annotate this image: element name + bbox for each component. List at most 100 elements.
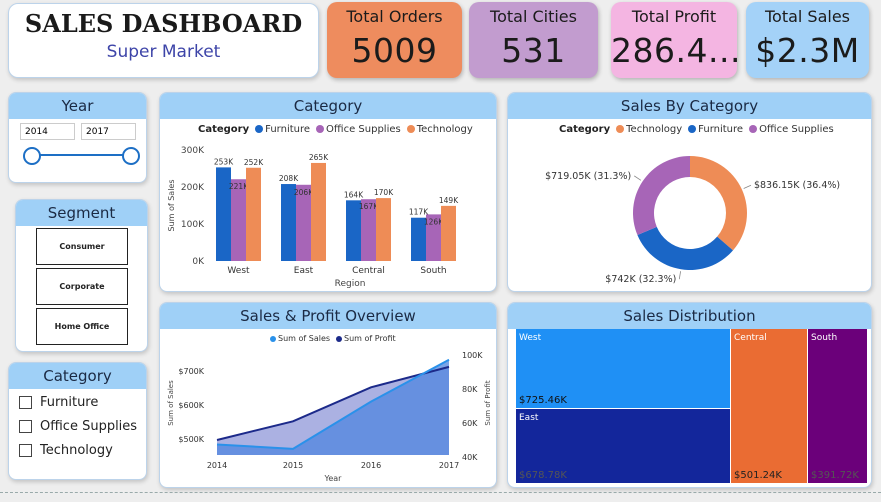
- sales-treemap: West $725.46K East $678.78K Central $501…: [516, 329, 871, 483]
- data-label: 221K: [229, 182, 249, 191]
- segment-slicer-header: Segment: [16, 200, 147, 226]
- x-tick-label: Central: [352, 266, 385, 276]
- kpi-label: Total Orders: [346, 7, 443, 26]
- kpi-value: $2.3M: [755, 31, 860, 70]
- legend-item-office-supplies: Office Supplies: [316, 124, 401, 135]
- legend-item-furniture: Furniture: [255, 124, 310, 135]
- bar-office-supplies-west: [231, 179, 246, 261]
- bar-office-supplies-central: [361, 199, 376, 261]
- bar-technology-west: [246, 167, 261, 261]
- slice-label: $719.05K (31.3%): [545, 171, 631, 182]
- y-left-tick-label: $700K: [178, 367, 204, 376]
- overview-legend: Sum of Sales Sum of Profit: [270, 334, 396, 343]
- data-label: 164K: [344, 190, 364, 199]
- category-option-office-supplies[interactable]: Office Supplies: [19, 419, 137, 434]
- legend-item-technology: Technology: [406, 124, 473, 135]
- year-slider-track[interactable]: [31, 154, 131, 156]
- data-label: 149K: [439, 196, 459, 205]
- data-label: 117K: [409, 208, 429, 217]
- tile-name: West: [519, 333, 542, 343]
- category-chart-legend: Category Furniture Office Supplies Techn…: [198, 124, 473, 135]
- checkbox[interactable]: [19, 444, 32, 457]
- legend-item-sales: Sum of Sales: [270, 334, 330, 343]
- data-label: 265K: [309, 153, 329, 162]
- tile-value: $678.78K: [519, 470, 567, 481]
- y-left-tick-label: $500K: [178, 435, 204, 444]
- sales-by-category-legend: Category Technology Furniture Office Sup…: [559, 124, 834, 135]
- category-chart-header: Category: [160, 93, 496, 119]
- y-right-tick-label: 40K: [462, 453, 478, 462]
- kpi-total-orders: Total Orders 5009: [327, 2, 462, 78]
- slice-label: $836.15K (36.4%): [754, 180, 840, 191]
- title-card: SALES DASHBOARD Super Market: [8, 3, 319, 78]
- category-option-label: Furniture: [40, 395, 99, 410]
- overview-area-chart: 2014 2015 2016 2017 Year $500K $600K $700K 40K 60…: [167, 351, 492, 483]
- donut-slice-technology: [690, 156, 747, 251]
- overview-card: Sales & Profit Overview Sum of Sales Sum…: [159, 302, 497, 488]
- y-tick-label: 100K: [181, 220, 205, 230]
- segment-option-consumer[interactable]: Consumer: [36, 228, 128, 265]
- tile-value: $501.24K: [734, 470, 782, 481]
- segment-option-home-office[interactable]: Home Office: [36, 308, 128, 345]
- y-tick-label: 0K: [192, 257, 205, 267]
- treemap-tile-south[interactable]: South $391.72K: [808, 329, 867, 483]
- sales-by-category-header: Sales By Category: [508, 93, 871, 119]
- data-label: 167K: [359, 202, 379, 211]
- y-tick-label: 200K: [181, 183, 205, 193]
- profit-line: [216, 365, 450, 441]
- x-tick-label: 2016: [361, 461, 381, 470]
- year-to-input[interactable]: 2017: [81, 123, 136, 140]
- x-axis-label: Year: [324, 474, 343, 483]
- treemap-tile-central[interactable]: Central $501.24K: [731, 329, 807, 483]
- bar-technology-south: [441, 205, 456, 261]
- tile-value: $725.46K: [519, 395, 567, 406]
- treemap-tile-east[interactable]: East $678.78K: [516, 409, 730, 483]
- checkbox[interactable]: [19, 396, 32, 409]
- category-option-technology[interactable]: Technology: [19, 443, 113, 458]
- tile-name: South: [811, 333, 838, 343]
- kpi-value: 5009: [351, 31, 438, 70]
- kpi-value: 531: [501, 31, 566, 70]
- category-option-label: Office Supplies: [40, 419, 138, 434]
- bar-technology-east: [311, 162, 326, 261]
- kpi-value: 286.4...: [611, 31, 741, 70]
- data-label: 252K: [244, 158, 264, 167]
- x-tick-label: 2015: [283, 461, 303, 470]
- category-option-label: Technology: [40, 443, 113, 458]
- segment-option-corporate[interactable]: Corporate: [36, 268, 128, 305]
- distribution-card: Sales Distribution West $725.46K East $6…: [507, 302, 872, 488]
- checkbox[interactable]: [19, 420, 32, 433]
- year-slicer: Year 2014 2017: [8, 92, 147, 183]
- slice-label: $742K (32.3%): [605, 274, 676, 285]
- y-right-tick-label: 100K: [462, 351, 483, 360]
- category-option-furniture[interactable]: Furniture: [19, 395, 98, 410]
- overview-header: Sales & Profit Overview: [160, 303, 496, 329]
- x-tick-label: 2017: [439, 461, 459, 470]
- dashboard-title: SALES DASHBOARD: [24, 9, 303, 38]
- sales-area: [217, 359, 449, 455]
- legend-item-technology: Technology: [616, 124, 682, 135]
- leader-line: [634, 175, 642, 181]
- year-slicer-header: Year: [9, 93, 146, 119]
- year-slider-start-handle[interactable]: [23, 147, 41, 165]
- y-left-tick-label: $600K: [178, 401, 204, 410]
- kpi-total-profit: Total Profit 286.4...: [611, 2, 741, 78]
- kpi-label: Total Sales: [764, 7, 851, 26]
- category-filter-header: Category: [9, 363, 146, 389]
- data-label: 126K: [424, 217, 444, 226]
- bar-furniture-central: [346, 200, 361, 261]
- dashboard-subtitle: Super Market: [106, 42, 221, 62]
- y-right-tick-label: 80K: [462, 385, 478, 394]
- year-from-input[interactable]: 2014: [20, 123, 75, 140]
- y-tick-label: 300K: [181, 146, 205, 156]
- tile-value: $391.72K: [811, 470, 859, 481]
- segment-slicer: Segment Consumer Corporate Home Office: [15, 199, 148, 352]
- bar-furniture-west: [216, 167, 231, 261]
- treemap-tile-west[interactable]: West $725.46K: [516, 329, 730, 408]
- year-slider-end-handle[interactable]: [122, 147, 140, 165]
- kpi-label: Total Cities: [490, 7, 577, 26]
- x-axis-label: Region: [335, 279, 366, 289]
- x-tick-label: East: [294, 266, 314, 276]
- legend-item-office-supplies: Office Supplies: [749, 124, 834, 135]
- data-label: 253K: [214, 157, 234, 166]
